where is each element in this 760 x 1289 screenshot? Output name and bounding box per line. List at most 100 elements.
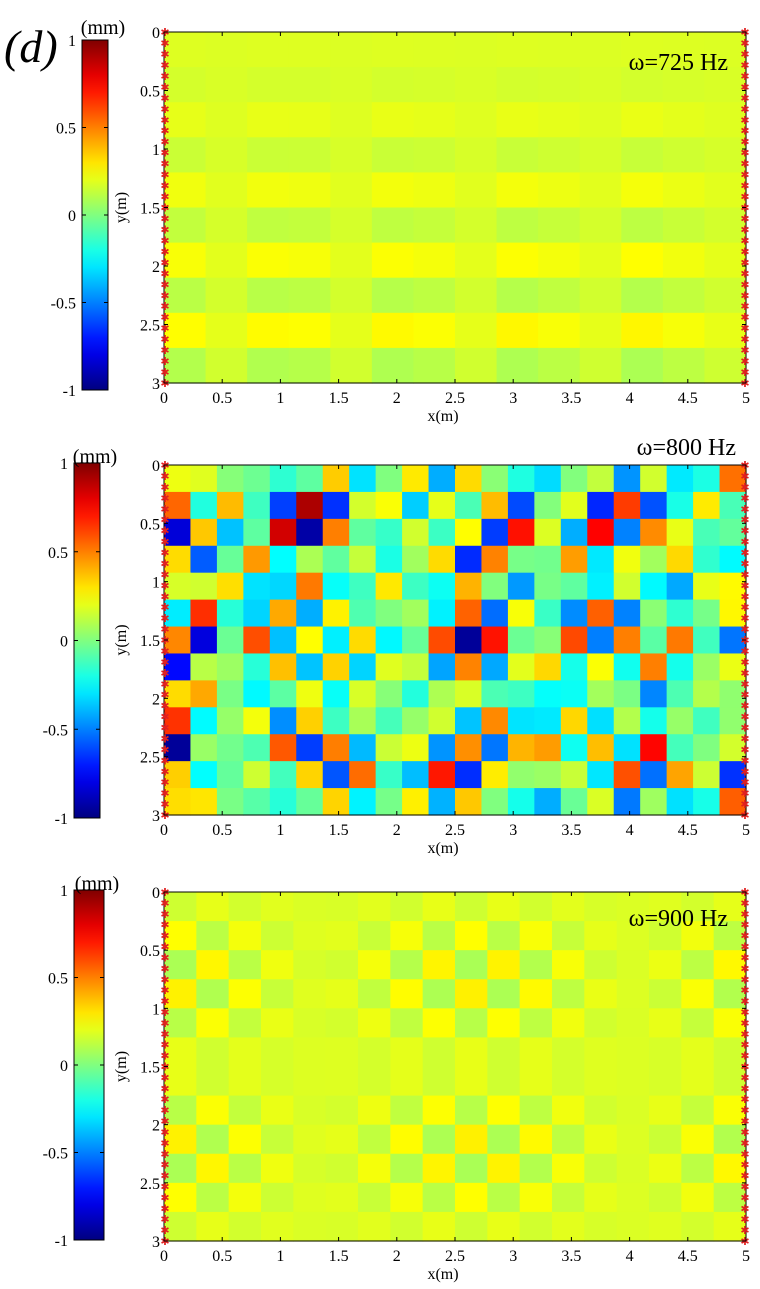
boundary-marker: ✱ [740,1181,749,1193]
boundary-marker: ✱ [740,493,749,505]
heatmap-cell [507,518,535,547]
heatmap-cell [534,653,562,681]
heatmap-cell [719,680,747,708]
heatmap-cell [487,1008,521,1039]
boundary-marker: ✱ [160,60,169,72]
heatmap-cell [349,653,377,681]
heatmap-cell [261,1095,294,1126]
heatmap-cell [402,761,430,789]
x-tick-label: 2.5 [445,1248,465,1265]
heatmap-cell [371,67,415,103]
heatmap-cell [481,788,509,816]
heatmap-cell [243,491,271,520]
heatmap-cell [621,172,664,209]
y-tick-label: 3 [152,808,160,825]
chart-panel-1: ✱✱✱✱✱✱✱✱✱✱✱✱✱✱✱✱✱✱✱✱✱✱✱✱✱✱✱✱✱✱✱✱✱✱✱✱✱✱✱✱… [51,17,750,425]
heatmap-cell [621,67,664,103]
boundary-marker: ✱ [740,580,749,592]
heatmap-cell [402,653,430,681]
heatmap-cell [579,277,622,314]
heatmap-cell [330,312,373,349]
panel-label: (d) [4,21,58,72]
heatmap-cell [496,102,539,138]
heatmap-cell [269,465,297,493]
heatmap-cell [247,67,290,103]
heatmap-cell [640,465,668,493]
heatmap-cell [662,347,706,384]
heatmap-cell [455,707,483,735]
boundary-marker: ✱ [160,301,169,313]
heatmap-cell [375,734,403,762]
heatmap-cell [579,32,622,68]
heatmap-cell [662,67,706,103]
heatmap-cells [164,892,747,1242]
heatmap-cell [296,680,324,708]
heatmap-cell [164,312,207,349]
heatmap-cell [322,788,350,816]
heatmap-cell [293,1037,327,1068]
boundary-marker: ✱ [160,27,169,39]
heatmap-cell [693,680,721,708]
heatmap-cell [681,1095,715,1126]
heatmap-cell [325,1182,359,1213]
colorbar-unit-label: (mm) [73,446,117,468]
boundary-marker: ✱ [160,246,169,258]
heatmap-cell [402,518,430,547]
boundary-marker: ✱ [740,744,749,756]
boundary-marker: ✱ [740,159,749,171]
boundary-marker: ✱ [160,744,169,756]
heatmap-cell [455,242,498,279]
boundary-marker: ✱ [160,312,169,324]
x-tick-label: 2 [393,822,401,839]
heatmap-cell [649,1211,682,1242]
heatmap-cell [552,1066,585,1097]
boundary-marker: ✱ [740,690,749,702]
heatmap-cell [534,680,562,708]
heatmap-cell [455,137,498,173]
heatmap-cell [455,1211,488,1242]
boundary-marker: ✱ [740,471,749,483]
heatmap-cell [560,653,588,681]
boundary-marker: ✱ [740,181,749,193]
x-tick-label: 0.5 [212,1248,232,1265]
heatmap-cell [261,892,294,922]
heatmap-cell [428,465,456,493]
boundary-marker: ✱ [740,952,749,964]
heatmap-cell [662,172,706,209]
heatmap-cell [413,102,456,138]
heatmap-cell [681,1124,715,1155]
colorbar-unit-label: (mm) [75,873,119,895]
y-axis: 0 0.5 1 1.5 2 2.5 3 y(m) [113,458,746,825]
heatmap-cell [455,102,498,138]
heatmap-cell [666,653,694,681]
heatmap-cell [296,761,324,789]
boundary-marker: ✱ [740,788,749,800]
heatmap-cell [455,491,483,520]
x-tick-label: 4.5 [678,1248,698,1265]
heatmap-cell [325,921,359,951]
boundary-marker: ✱ [160,602,169,614]
heatmap-cell [296,518,324,547]
boundary-marker: ✱ [160,137,169,149]
heatmap-cell [455,572,483,601]
heatmap-cell [390,950,424,980]
heatmap-cell [164,1066,197,1097]
heatmap-cell [704,277,747,314]
heatmap-cell [288,207,331,244]
x-tick-label: 3.5 [561,822,581,839]
boundary-marker: ✱ [160,235,169,247]
heatmap-cell [719,491,747,520]
heatmap-cell [164,950,197,980]
colorbar-gradient [73,889,105,1241]
heatmap-cell [325,1037,359,1068]
heatmap-cell [455,172,498,209]
heatmap-cell [487,921,521,951]
heatmap-cell [681,979,715,1009]
heatmap-cell [713,1211,747,1242]
heatmap-cell [613,707,641,735]
heatmap-cell [455,1037,488,1068]
heatmap-cell [269,518,297,547]
boundary-marker: ✱ [160,942,169,954]
heatmap-cell [390,979,424,1009]
heatmap-cell [261,1211,294,1242]
